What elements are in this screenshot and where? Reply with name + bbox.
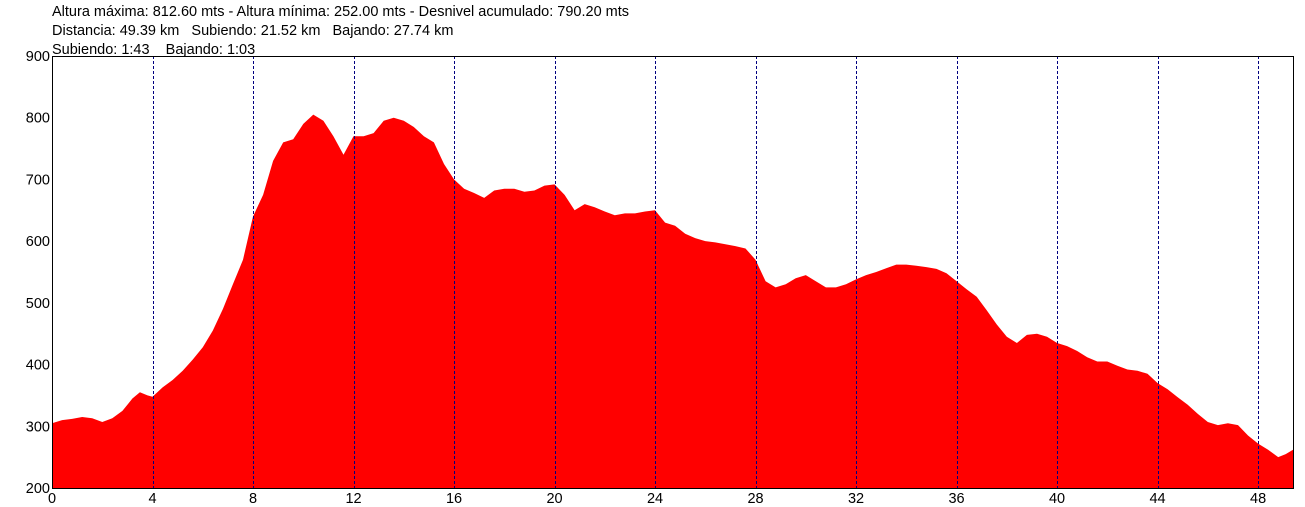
x-tick-label-16: 16 [446, 491, 462, 507]
x-tick-label-12: 12 [345, 491, 361, 507]
x-tick-label-36: 36 [948, 491, 964, 507]
y-tick-label-800: 800 [26, 111, 50, 127]
y-tick-label-700: 700 [26, 172, 50, 188]
x-tick-label-40: 40 [1049, 491, 1065, 507]
x-tick-label-20: 20 [546, 491, 562, 507]
x-tick-label-8: 8 [249, 491, 257, 507]
elevation-area [52, 114, 1293, 488]
plot-frame [52, 56, 1294, 489]
chart-header-altitudes: Altura máxima: 812.60 mts - Altura mínim… [52, 4, 630, 20]
y-tick-label-600: 600 [26, 234, 50, 250]
x-tick-label-24: 24 [647, 491, 663, 507]
x-tick-label-28: 28 [747, 491, 763, 507]
x-tick-label-44: 44 [1149, 491, 1165, 507]
chart-header-distances: Distancia: 49.39 km Subiendo: 21.52 km B… [52, 23, 454, 39]
y-tick-label-300: 300 [26, 419, 50, 435]
x-tick-label-48: 48 [1250, 491, 1266, 507]
y-tick-label-900: 900 [26, 49, 50, 65]
chart-header-times: Subiendo: 1:43 Bajando: 1:03 [52, 42, 256, 58]
y-tick-label-200: 200 [26, 481, 50, 497]
y-tick-label-500: 500 [26, 296, 50, 312]
x-tick-label-32: 32 [848, 491, 864, 507]
x-tick-label-4: 4 [148, 491, 156, 507]
y-tick-label-400: 400 [26, 358, 50, 374]
x-tick-label-0: 0 [48, 491, 56, 507]
